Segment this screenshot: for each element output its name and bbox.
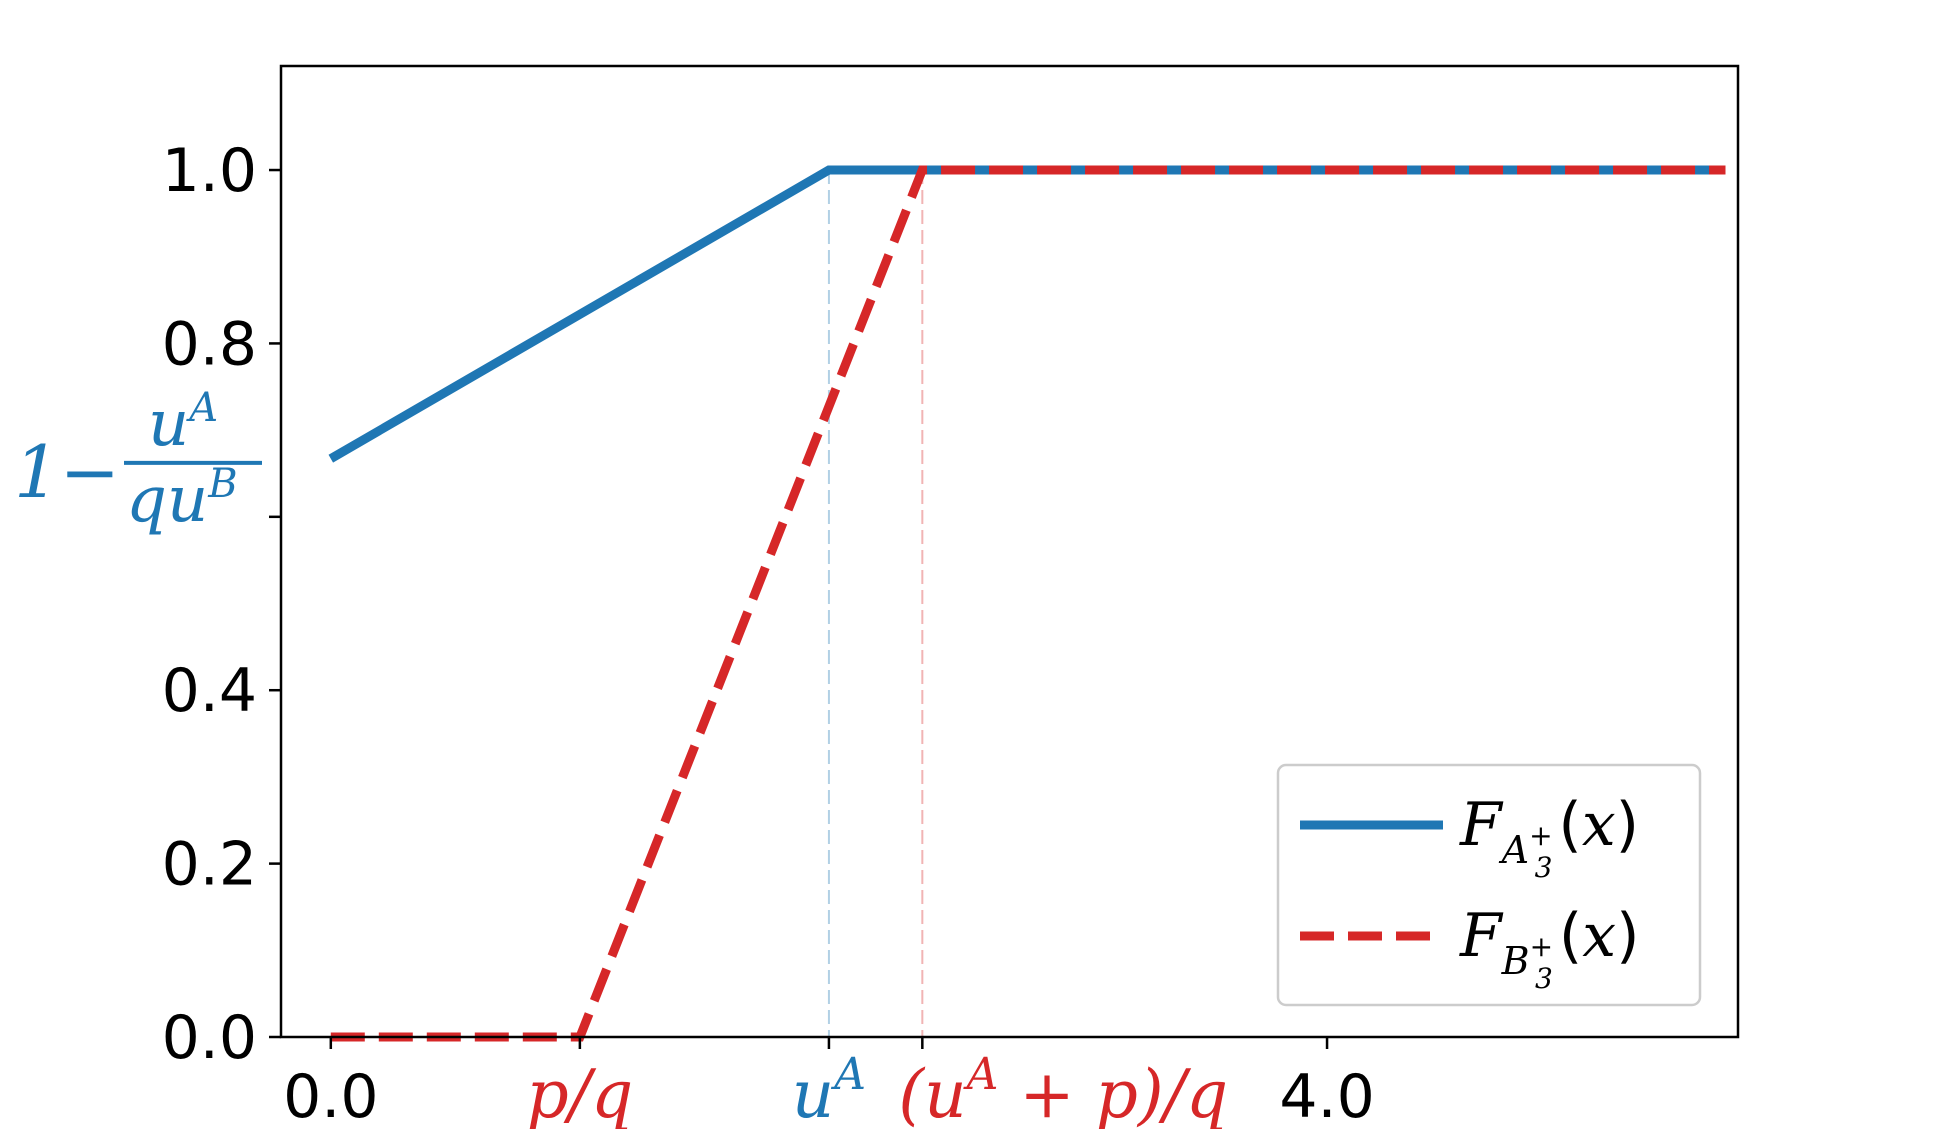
x-tick-label: uA xyxy=(792,1049,866,1129)
legend: FA+ 3(x) FB+ 3(x) xyxy=(1276,763,1702,1007)
y-tick-label: 0.2 xyxy=(162,830,257,900)
svg-text:quB: quB xyxy=(126,461,238,537)
x-tick-label: 4.0 xyxy=(1279,1062,1374,1129)
svg-text:1−: 1− xyxy=(14,430,120,514)
plot-frame xyxy=(279,64,1740,1039)
series-line-0 xyxy=(328,165,1726,463)
x-tick-label: 0.0 xyxy=(283,1062,378,1129)
legend-label-b: FB+ 3(x) xyxy=(1459,901,1640,995)
svg-text:uA: uA xyxy=(148,385,218,461)
y-tick-label: 0.4 xyxy=(162,656,257,726)
x-tick-label: (uA + p)/q xyxy=(898,1049,1228,1129)
legend-label-a: FA+ 3(x) xyxy=(1459,790,1639,884)
x-axis: 0.0 p/q uA (uA + p)/q 4.0 xyxy=(283,1037,1375,1129)
y-tick-label: 0.0 xyxy=(162,1003,257,1073)
y-tick-label: 0.8 xyxy=(162,309,257,379)
y-tick-label: 1.0 xyxy=(162,136,257,206)
x-tick-label: p/q xyxy=(527,1056,634,1129)
